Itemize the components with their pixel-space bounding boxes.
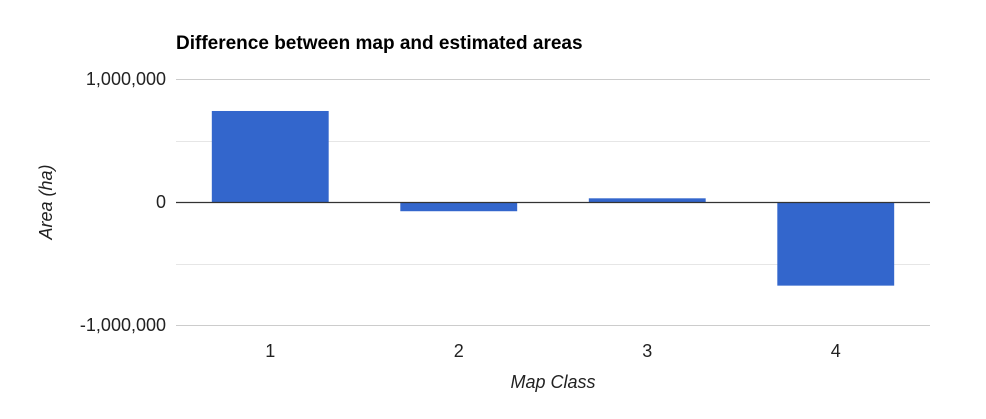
y-tick-label: 1,000,000 [86, 69, 166, 89]
y-tick-label: 0 [156, 192, 166, 212]
y-axis-label: Area (ha) [36, 164, 56, 240]
chart-title: Difference between map and estimated are… [176, 33, 583, 54]
bar-class-3 [588, 198, 706, 202]
bar-class-1 [211, 110, 329, 202]
x-axis-ticks: 1 2 3 4 [265, 341, 841, 361]
x-tick-label: 1 [265, 341, 275, 361]
x-tick-label: 4 [831, 341, 841, 361]
x-axis-label: Map Class [510, 372, 595, 392]
y-tick-label: -1,000,000 [80, 315, 166, 335]
x-tick-label: 2 [454, 341, 464, 361]
y-axis-ticks: 1,000,000 0 -1,000,000 [80, 69, 166, 335]
x-tick-label: 3 [642, 341, 652, 361]
bars [211, 110, 895, 286]
bar-class-4 [777, 202, 895, 286]
bar-class-2 [400, 202, 518, 212]
